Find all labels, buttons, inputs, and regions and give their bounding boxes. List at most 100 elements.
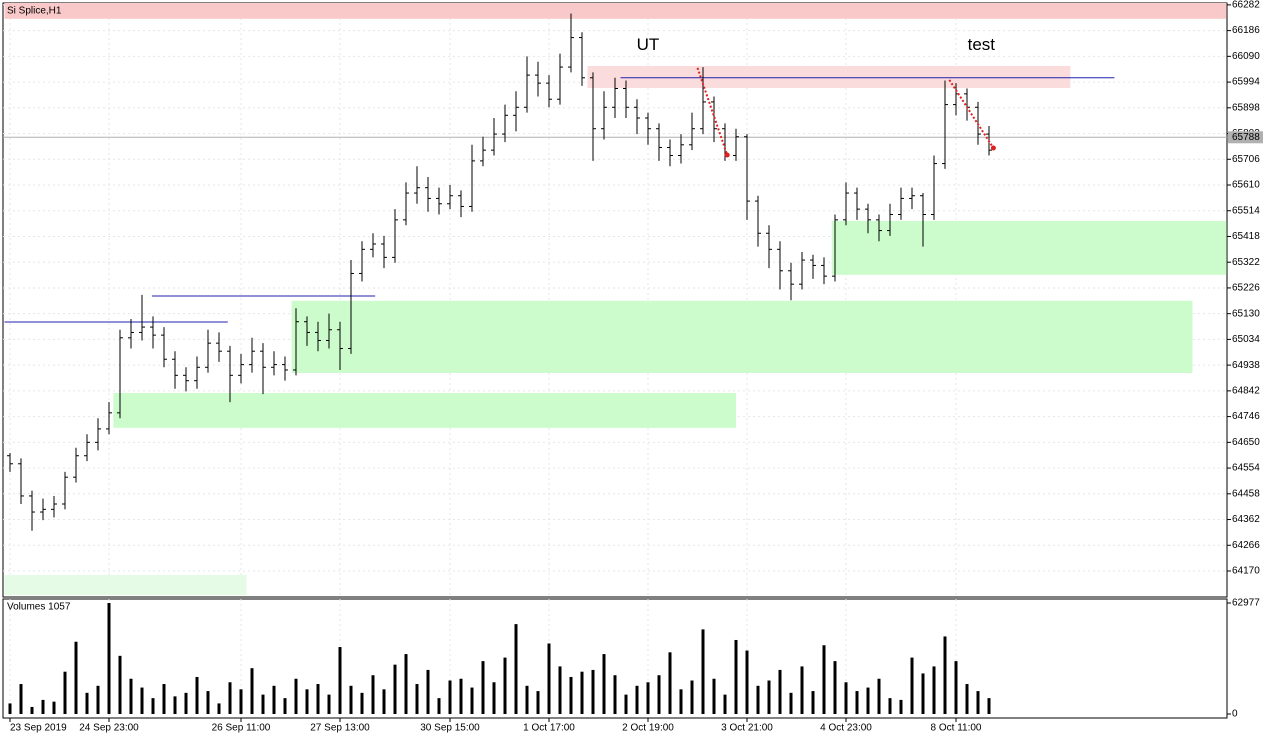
x-tick-label: 23 Sep 2019 bbox=[10, 723, 67, 734]
volume-bar bbox=[558, 666, 562, 714]
volume-bar bbox=[96, 685, 100, 714]
x-tick-label: 27 Sep 13:00 bbox=[310, 723, 370, 734]
volume-bar bbox=[349, 685, 353, 714]
x-tick-label: 26 Sep 11:00 bbox=[212, 723, 271, 734]
zone bbox=[291, 300, 1193, 373]
volume-bar bbox=[19, 684, 23, 714]
y-tick-label: 65226 bbox=[1232, 283, 1260, 294]
y-tick-label: 65130 bbox=[1232, 308, 1260, 319]
volume-bar bbox=[954, 661, 958, 714]
volume-bar bbox=[140, 687, 144, 714]
volume-bar bbox=[723, 694, 727, 714]
volume-bar bbox=[800, 666, 804, 714]
volume-bar bbox=[437, 698, 441, 714]
volume-bar bbox=[63, 671, 67, 714]
volume-bar bbox=[30, 706, 34, 714]
y-tick-label: 66090 bbox=[1232, 51, 1260, 62]
volume-bar bbox=[690, 680, 694, 714]
x-tick-label: 8 Oct 11:00 bbox=[931, 723, 982, 734]
volume-bar bbox=[657, 675, 661, 714]
volume-bar bbox=[503, 657, 507, 714]
y-tick-label: 64650 bbox=[1232, 437, 1260, 448]
volume-bar bbox=[602, 654, 606, 714]
volume-bar bbox=[646, 682, 650, 714]
volume-bar bbox=[965, 684, 969, 714]
y-tick-label: 66282 bbox=[1232, 0, 1260, 11]
volume-bar bbox=[569, 676, 573, 714]
volume-bar bbox=[360, 692, 364, 714]
y-tick-label: 65514 bbox=[1232, 205, 1260, 216]
y-tick-label: 65994 bbox=[1232, 77, 1260, 88]
volume-bar bbox=[679, 689, 683, 714]
volume-bar bbox=[8, 703, 12, 714]
volume-bar bbox=[316, 684, 320, 714]
y-tick-label: 64170 bbox=[1232, 566, 1260, 577]
volume-bar bbox=[206, 691, 210, 714]
volume-bar bbox=[987, 698, 991, 714]
volume-bar bbox=[481, 661, 485, 714]
x-tick-label: 3 Oct 21:00 bbox=[721, 723, 773, 734]
volume-bar bbox=[393, 664, 397, 714]
volume-bar bbox=[789, 692, 793, 714]
volume-bar bbox=[228, 682, 232, 714]
y-tick-label: 66186 bbox=[1232, 25, 1260, 36]
arrow bbox=[948, 79, 995, 149]
volume-bar bbox=[745, 650, 749, 714]
volume-bar bbox=[899, 699, 903, 714]
y-tick-label: 64362 bbox=[1232, 514, 1260, 525]
zone bbox=[113, 393, 736, 428]
volume-bar bbox=[547, 643, 551, 714]
volume-bar bbox=[844, 682, 848, 714]
x-tick-label: 30 Sep 15:00 bbox=[420, 723, 480, 734]
volume-bar bbox=[778, 669, 782, 714]
arrow-head bbox=[990, 145, 996, 151]
volume-bar bbox=[712, 678, 716, 714]
volume-bar bbox=[52, 701, 56, 714]
volume-bar bbox=[591, 669, 595, 714]
zone bbox=[4, 575, 247, 596]
volume-bar bbox=[41, 699, 45, 714]
volume-bar bbox=[877, 678, 881, 714]
y-tick-label: 64842 bbox=[1232, 386, 1260, 397]
volume-bar bbox=[371, 675, 375, 714]
volume-bar bbox=[415, 684, 419, 714]
volume-bar bbox=[910, 657, 914, 714]
y-tick-label: 64266 bbox=[1232, 540, 1260, 551]
volume-bar bbox=[74, 641, 78, 714]
volume-bar bbox=[943, 636, 947, 714]
volume-bar bbox=[283, 698, 287, 714]
volume-bar bbox=[272, 685, 276, 714]
zone bbox=[587, 65, 1071, 88]
volume-bar bbox=[888, 698, 892, 714]
x-tick-label: 24 Sep 23:00 bbox=[79, 723, 139, 734]
v-tick-label: 62977 bbox=[1232, 598, 1260, 609]
volume-bar bbox=[426, 669, 430, 714]
zone bbox=[4, 3, 1227, 19]
y-tick-label: 64458 bbox=[1232, 488, 1260, 499]
x-tick-label: 1 Oct 17:00 bbox=[523, 723, 575, 734]
layer bbox=[3, 3, 1227, 718]
volume-bar bbox=[536, 691, 540, 714]
volume-bar bbox=[184, 692, 188, 714]
volume-bar bbox=[327, 694, 331, 714]
volume-bar bbox=[129, 678, 133, 714]
y-tick-label: 65418 bbox=[1232, 231, 1260, 242]
volume-bar bbox=[459, 678, 463, 714]
y-tick-label: 64938 bbox=[1232, 360, 1260, 371]
x-tick-label: 4 Oct 23:00 bbox=[820, 723, 872, 734]
volume-bar bbox=[338, 647, 342, 714]
chart-title: Si Splice,H1 bbox=[7, 6, 62, 17]
y-tick-label: 65898 bbox=[1232, 102, 1260, 113]
y-tick-label: 64746 bbox=[1232, 411, 1260, 422]
volume-bar bbox=[85, 692, 89, 714]
volume-bar bbox=[217, 703, 221, 714]
volume-bar bbox=[756, 685, 760, 714]
volume-bar bbox=[811, 691, 815, 714]
arrow bbox=[696, 67, 729, 156]
arrow-head bbox=[724, 152, 730, 158]
y-tick-label: 64554 bbox=[1232, 463, 1260, 474]
volume-bar bbox=[404, 654, 408, 714]
volume-bar bbox=[162, 684, 166, 714]
volume-bar bbox=[107, 603, 111, 714]
volume-bar bbox=[261, 694, 265, 714]
